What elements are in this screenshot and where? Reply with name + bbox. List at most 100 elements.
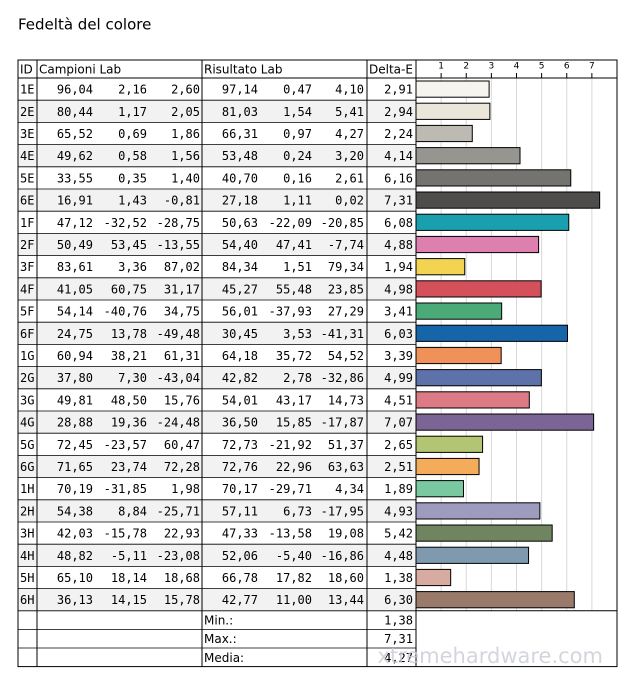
sample-value: 1,98: [171, 482, 200, 496]
sample-value: 49,62: [57, 149, 93, 163]
delta-e: 6,03: [384, 327, 413, 341]
header: Risultato Lab: [204, 63, 282, 77]
result-value: 57,11: [222, 504, 258, 518]
header: Delta-E: [369, 63, 413, 77]
result-value: 2,78: [283, 371, 312, 385]
sample-value: 65,52: [57, 127, 93, 141]
row-bg: [18, 499, 416, 522]
result-value: 2,61: [335, 171, 364, 185]
sample-value: 18,14: [111, 571, 147, 585]
result-value: 54,40: [222, 238, 258, 252]
row-id: 1G: [20, 349, 34, 363]
result-value: 4,27: [335, 127, 364, 141]
sample-value: 1,56: [171, 149, 200, 163]
result-value: 97,14: [222, 83, 258, 97]
result-value: 50,63: [222, 216, 258, 230]
row-id: 3E: [20, 127, 34, 141]
result-value: -7,74: [328, 238, 364, 252]
sample-value: 50,49: [57, 238, 93, 252]
row-id: 2G: [20, 371, 34, 385]
result-value: 1,11: [283, 194, 312, 208]
row-bg: [18, 366, 416, 389]
sample-value: -5,11: [111, 549, 147, 563]
result-value: -22,09: [269, 216, 312, 230]
summary-value: 4,27: [384, 651, 413, 665]
result-value: -17,87: [321, 416, 364, 430]
sample-value: 2,16: [118, 83, 147, 97]
sample-value: 28,88: [57, 416, 93, 430]
delta-e: 4,93: [384, 504, 413, 518]
sample-value: 0,35: [118, 171, 147, 185]
title: Fedeltà del colore: [18, 16, 151, 34]
result-value: 64,18: [222, 349, 258, 363]
sample-value: 53,45: [111, 238, 147, 252]
sample-value: 1,17: [118, 105, 147, 119]
delta-e: 2,91: [384, 83, 413, 97]
result-value: -20,85: [321, 216, 364, 230]
result-value: 27,18: [222, 194, 258, 208]
delta-e: 1,94: [384, 260, 413, 274]
row-id: 5G: [20, 438, 34, 452]
result-value: 5,41: [335, 105, 364, 119]
sample-value: 60,47: [164, 438, 200, 452]
result-value: 53,48: [222, 149, 258, 163]
delta-e: 7,31: [384, 194, 413, 208]
result-value: 0,24: [283, 149, 312, 163]
sample-value: 19,36: [111, 416, 147, 430]
result-value: 13,44: [328, 593, 364, 607]
bar: [415, 435, 484, 453]
row-bg: [18, 144, 416, 167]
delta-e: 2,51: [384, 460, 413, 474]
sample-value: -31,85: [104, 482, 147, 496]
result-value: 0,02: [335, 194, 364, 208]
result-value: 4,34: [335, 482, 364, 496]
result-value: 36,50: [222, 416, 258, 430]
row-id: 4G: [20, 416, 34, 430]
result-value: 3,20: [335, 149, 364, 163]
result-value: 17,82: [276, 571, 312, 585]
sample-value: 24,75: [57, 327, 93, 341]
result-value: 1,51: [283, 260, 312, 274]
result-value: 47,41: [276, 238, 312, 252]
bar: [415, 457, 480, 476]
sample-value: 96,04: [57, 83, 93, 97]
bar: [415, 302, 503, 320]
bar: [415, 591, 575, 609]
result-value: 18,60: [328, 571, 364, 585]
sample-value: 31,17: [164, 282, 200, 296]
delta-e: 6,08: [384, 216, 413, 230]
delta-e: 4,14: [384, 149, 413, 163]
summary-value: 1,38: [384, 614, 413, 628]
bar: [415, 546, 530, 564]
sample-value: -32,52: [104, 216, 147, 230]
row-id: 5H: [20, 571, 34, 585]
sample-value: 1,40: [171, 171, 200, 185]
summary-label: Media:: [204, 651, 244, 665]
result-value: 3,53: [283, 327, 312, 341]
delta-e: 4,99: [384, 371, 413, 385]
row-id: 1F: [20, 216, 34, 230]
sample-value: 47,12: [57, 216, 93, 230]
x-tick-label: 3: [489, 62, 495, 72]
sample-value: 23,74: [111, 460, 147, 474]
sample-value: -0,81: [164, 194, 200, 208]
sample-value: 83,61: [57, 260, 93, 274]
bar: [415, 524, 553, 542]
bar: [415, 191, 601, 209]
sample-value: 60,94: [57, 349, 93, 363]
header: ID: [20, 63, 33, 77]
row-id: 6H: [20, 593, 34, 607]
bar: [415, 124, 473, 143]
result-value: 79,34: [328, 260, 364, 274]
result-value: 15,85: [276, 416, 312, 430]
sample-value: 34,75: [164, 305, 200, 319]
result-value: 0,97: [283, 127, 312, 141]
bar: [415, 147, 521, 165]
result-value: 45,27: [222, 282, 258, 296]
bar: [415, 280, 542, 298]
sample-value: 61,31: [164, 349, 200, 363]
result-value: 55,48: [276, 282, 312, 296]
row-id: 1E: [20, 83, 34, 97]
sample-value: 2,60: [171, 83, 200, 97]
result-value: 70,17: [222, 482, 258, 496]
